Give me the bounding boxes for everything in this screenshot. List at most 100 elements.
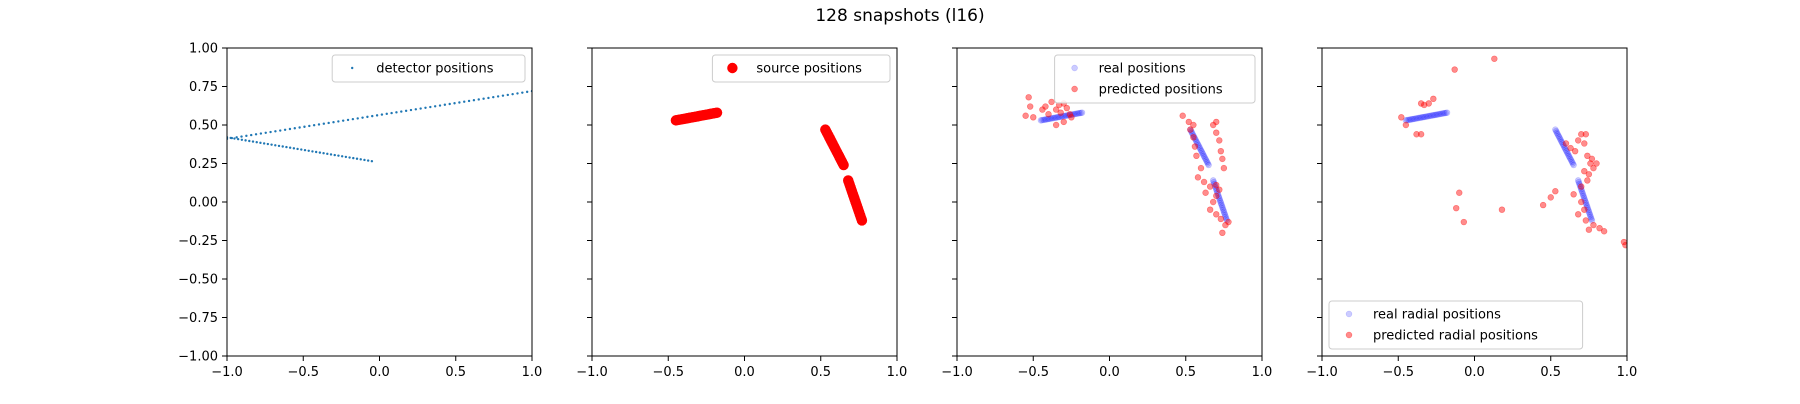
data-point <box>1202 155 1209 163</box>
data-point <box>244 139 247 142</box>
data-point <box>1430 95 1437 103</box>
x-tick-label: −1.0 <box>211 365 243 380</box>
data-point <box>525 90 529 94</box>
data-point <box>1582 131 1590 138</box>
y-tick-label: 1.00 <box>189 42 218 57</box>
data-point <box>1552 126 1559 133</box>
data-point <box>1574 137 1582 144</box>
data-point <box>1412 115 1420 122</box>
data-point <box>1580 194 1588 202</box>
data-point <box>274 130 277 133</box>
legend-marker <box>1345 310 1353 318</box>
data-point <box>1212 184 1219 191</box>
data-point <box>1195 143 1203 150</box>
data-point <box>395 111 398 114</box>
data-point <box>1585 206 1592 214</box>
data-point <box>1218 201 1225 209</box>
data-point <box>1050 114 1057 122</box>
data-point <box>443 103 447 106</box>
data-point <box>1432 111 1439 119</box>
data-point <box>1566 154 1573 161</box>
data-point <box>341 119 345 122</box>
data-point <box>1585 171 1593 178</box>
data-point <box>1588 155 1596 163</box>
data-point <box>332 120 335 124</box>
data-point <box>380 113 384 116</box>
data-point <box>1217 198 1224 205</box>
data-point <box>1426 112 1434 120</box>
x-tick-label: 1.0 <box>522 365 543 380</box>
data-point <box>1436 110 1444 118</box>
data-point <box>1194 174 1202 181</box>
data-point <box>1435 111 1442 118</box>
data-point <box>229 136 232 140</box>
data-point <box>1213 211 1220 218</box>
data-point <box>303 125 306 128</box>
data-point <box>1405 116 1412 124</box>
data-point <box>438 104 442 107</box>
data-point <box>1567 144 1574 152</box>
data-point <box>283 128 287 131</box>
data-point <box>344 155 348 159</box>
data-point <box>1415 114 1422 122</box>
data-point <box>1429 112 1437 119</box>
x-tick-label: 1.0 <box>1617 365 1638 380</box>
data-point <box>361 116 364 119</box>
data-point <box>1583 201 1590 209</box>
data-point <box>1051 114 1059 121</box>
data-point <box>1053 114 1060 121</box>
data-point <box>1058 113 1066 120</box>
data-point <box>277 144 281 148</box>
data-point <box>1187 126 1194 133</box>
data-point <box>1438 110 1445 117</box>
plot-area <box>670 107 868 226</box>
data-point <box>285 145 288 149</box>
data-point <box>248 139 251 143</box>
data-point <box>1456 189 1463 196</box>
data-point <box>1562 140 1570 147</box>
data-point <box>327 121 330 125</box>
data-point <box>1042 103 1049 110</box>
data-point <box>1585 226 1593 233</box>
data-point <box>1064 112 1072 119</box>
data-point <box>1219 205 1226 212</box>
x-tick-label: −1.0 <box>576 365 608 380</box>
data-point <box>1491 55 1498 62</box>
data-point <box>1560 143 1568 150</box>
data-point <box>1220 164 1228 172</box>
data-point <box>1422 113 1429 120</box>
data-point <box>1188 129 1196 136</box>
data-point <box>429 105 432 109</box>
data-point <box>340 155 344 158</box>
data-point <box>300 148 303 151</box>
data-point <box>1581 196 1588 203</box>
data-point <box>233 137 236 140</box>
data-point <box>1539 201 1547 209</box>
data-point <box>1061 112 1069 120</box>
data-point <box>1185 118 1193 126</box>
legend-label: real positions <box>1099 62 1186 77</box>
data-point <box>303 148 307 152</box>
x-tick-label: 0.0 <box>734 365 755 380</box>
y-tick-label: 0.25 <box>189 157 218 172</box>
data-point <box>1419 113 1427 121</box>
data-point <box>1622 241 1627 249</box>
data-point <box>1398 114 1405 121</box>
data-point <box>516 92 519 95</box>
data-point <box>1590 221 1597 229</box>
data-point <box>1049 115 1056 122</box>
data-point <box>1068 111 1076 118</box>
data-point <box>1203 158 1211 166</box>
data-point <box>1197 146 1204 153</box>
data-point <box>1218 203 1226 210</box>
x-tick-label: 0.5 <box>810 365 831 380</box>
figure-title: 128 snapshots (l16) <box>815 6 985 26</box>
data-point <box>1026 103 1034 110</box>
data-point <box>1563 147 1570 155</box>
data-point <box>270 143 273 146</box>
legend-label: detector positions <box>376 62 494 77</box>
data-point <box>448 102 451 106</box>
data-point <box>1071 110 1079 118</box>
data-point <box>1441 110 1448 117</box>
